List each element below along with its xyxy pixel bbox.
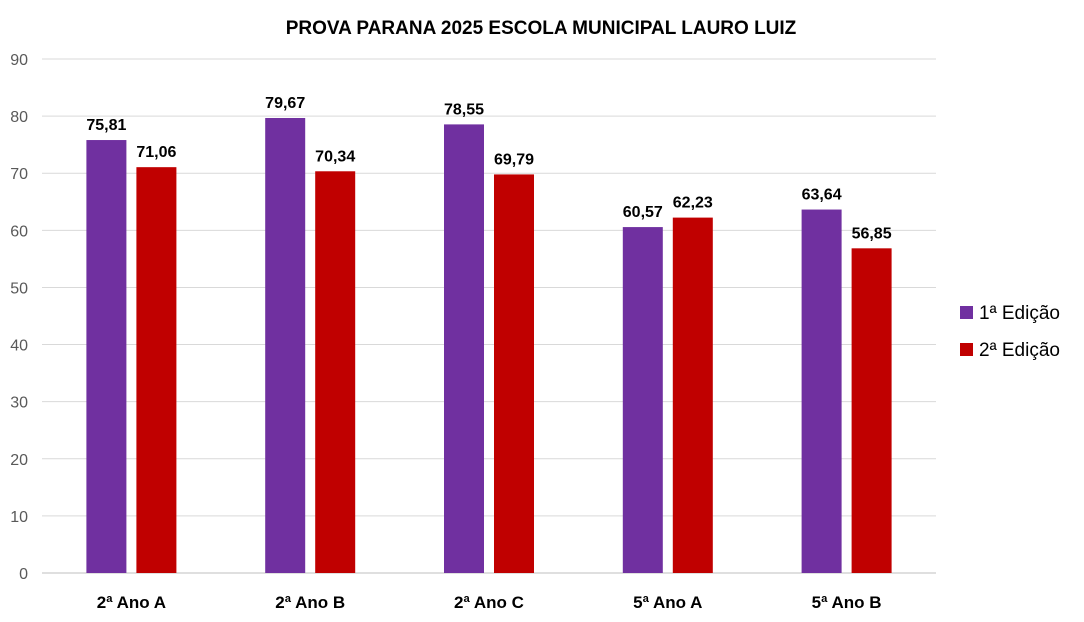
bar-1-2 bbox=[265, 117, 306, 573]
gridlines bbox=[42, 58, 936, 574]
y-tick-label: 50 bbox=[10, 280, 28, 297]
x-tick-label: 2ª Ano C bbox=[454, 593, 524, 612]
y-tick-label: 70 bbox=[10, 166, 28, 183]
data-label: 75,81 bbox=[86, 117, 126, 134]
y-tick-label: 10 bbox=[10, 509, 28, 526]
data-label: 78,55 bbox=[444, 101, 484, 118]
y-tick-label: 60 bbox=[10, 223, 28, 240]
x-tick-label: 5ª Ano B bbox=[812, 593, 882, 612]
legend-label: 2ª Edição bbox=[979, 340, 1060, 361]
legend-swatch bbox=[960, 343, 973, 356]
x-axis-ticks: 2ª Ano A 2ª Ano B 2ª Ano C 5ª Ano A 5ª Ano B bbox=[97, 593, 882, 612]
y-tick-label: 30 bbox=[10, 395, 28, 412]
y-tick-label: 80 bbox=[10, 109, 28, 126]
bar-2-3 bbox=[494, 174, 534, 573]
bar-2-2 bbox=[315, 171, 356, 573]
bars bbox=[86, 117, 892, 574]
data-label: 70,34 bbox=[315, 148, 355, 165]
bar-2-4 bbox=[672, 217, 713, 574]
data-label: 56,85 bbox=[852, 225, 892, 242]
data-label: 63,64 bbox=[802, 187, 842, 204]
y-tick-label: 20 bbox=[10, 452, 28, 469]
data-label: 79,67 bbox=[265, 95, 305, 112]
bar-1-4 bbox=[622, 227, 663, 573]
data-label: 71,06 bbox=[136, 144, 176, 161]
data-label: 60,57 bbox=[623, 204, 663, 221]
bar-1-5 bbox=[801, 209, 842, 573]
bar-2-5 bbox=[851, 248, 892, 573]
chart-title: PROVA PARANA 2025 ESCOLA MUNICIPAL LAURO… bbox=[286, 18, 797, 39]
y-tick-label: 0 bbox=[19, 566, 28, 583]
data-label: 69,79 bbox=[494, 151, 534, 168]
data-labels: 75,81 71,06 79,67 70,34 78,55 69,79 60,57 62,23… bbox=[86, 95, 891, 242]
bar-1-3 bbox=[444, 124, 484, 574]
data-label: 62,23 bbox=[673, 195, 713, 212]
legend-label: 1ª Edição bbox=[979, 303, 1060, 324]
y-tick-label: 90 bbox=[10, 52, 28, 69]
bar-1-1 bbox=[86, 140, 127, 574]
legend: 1ª Edição 2ª Edição bbox=[960, 303, 1060, 361]
y-axis-ticks: 0 10 20 30 40 50 60 70 80 90 bbox=[10, 52, 28, 583]
x-tick-label: 2ª Ano B bbox=[275, 593, 345, 612]
y-tick-label: 40 bbox=[10, 338, 28, 355]
x-tick-label: 5ª Ano A bbox=[633, 593, 702, 612]
legend-swatch bbox=[960, 306, 973, 319]
bar-2-1 bbox=[136, 167, 177, 573]
x-tick-label: 2ª Ano A bbox=[97, 593, 166, 612]
